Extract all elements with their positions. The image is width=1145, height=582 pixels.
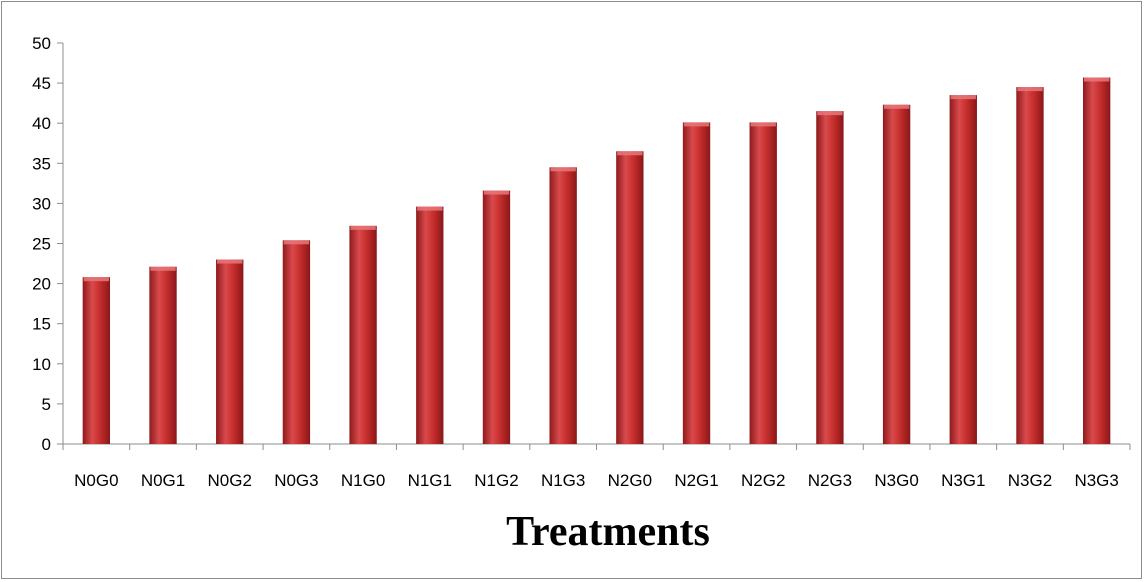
- x-tick-label: N2G2: [741, 471, 785, 490]
- bar-body: [682, 122, 711, 444]
- bar: [416, 206, 444, 444]
- bar-top-highlight: [683, 122, 710, 127]
- bar-top-highlight: [617, 151, 643, 156]
- y-tick-label: 50: [32, 34, 51, 53]
- bar-body: [1016, 87, 1044, 445]
- y-tick-label: 40: [32, 114, 51, 133]
- bar-top-highlight: [417, 206, 443, 211]
- bar-top-highlight: [217, 259, 243, 264]
- bar-top-highlight: [750, 122, 776, 127]
- bar-top-highlight: [483, 190, 510, 195]
- bar: [682, 122, 711, 444]
- x-tick-label: N3G2: [1008, 471, 1052, 490]
- bar: [616, 151, 644, 444]
- x-tick-label: N0G2: [208, 471, 252, 490]
- x-tick-label: N3G0: [874, 471, 918, 490]
- bar: [282, 240, 311, 444]
- x-axis: N0G0 N0G1 N0G2 N0G3 N1G0 N1G1 N1G2 N1G3 N2G0 N2G1…: [62, 443, 1131, 490]
- bar-body: [216, 259, 244, 444]
- bar-body: [416, 206, 444, 444]
- bar-top-highlight: [883, 104, 910, 109]
- bar: [949, 95, 977, 444]
- x-tick-label: N2G0: [608, 471, 652, 490]
- x-tick-label: N1G0: [341, 471, 385, 490]
- y-tick-label: 45: [32, 74, 51, 93]
- bar: [149, 266, 177, 444]
- bar-body: [1082, 77, 1111, 445]
- y-tick-label: 30: [32, 194, 51, 213]
- bar-top-highlight: [83, 277, 110, 282]
- bar: [482, 190, 511, 444]
- bar-body: [482, 190, 511, 444]
- y-tick-label: 15: [32, 315, 51, 334]
- bar-body: [882, 104, 911, 444]
- x-tick-label: N1G2: [474, 471, 518, 490]
- bar-body: [949, 95, 977, 444]
- bar-top-highlight: [283, 240, 310, 245]
- bar-body: [616, 151, 644, 444]
- bar: [816, 111, 844, 445]
- bar-body: [82, 277, 111, 444]
- bars: [82, 77, 1111, 445]
- bar-top-highlight: [817, 111, 843, 116]
- bar: [549, 167, 577, 444]
- bar-top-highlight: [1083, 77, 1110, 82]
- bar: [749, 122, 777, 444]
- bar-top-highlight: [950, 95, 976, 100]
- bar-body: [749, 122, 777, 444]
- bar-body: [549, 167, 577, 444]
- y-tick-label: 35: [32, 154, 51, 173]
- y-tick-label: 5: [42, 395, 51, 414]
- x-tick-label: N0G0: [74, 471, 118, 490]
- bar-body: [282, 240, 311, 444]
- x-tick-label: N0G1: [141, 471, 185, 490]
- x-tick-label: N1G3: [541, 471, 585, 490]
- bar-top-highlight: [1017, 87, 1043, 92]
- x-tick-label: N3G3: [1074, 471, 1118, 490]
- y-tick-label: 0: [42, 435, 51, 454]
- y-axis: 0 5 10 15 20 25 30 35 40 45 50: [32, 34, 64, 454]
- bar-top-highlight: [550, 167, 576, 172]
- x-tick-label: N1G1: [408, 471, 452, 490]
- bar: [882, 104, 911, 444]
- bar: [82, 277, 111, 444]
- x-axis-title: Treatments: [506, 509, 710, 555]
- bar-body: [149, 266, 177, 444]
- x-tick-label: N0G3: [274, 471, 318, 490]
- x-tick-label: N2G3: [808, 471, 852, 490]
- bar-body: [349, 225, 377, 444]
- bar: [1016, 87, 1044, 445]
- bar: [216, 259, 244, 444]
- bar-body: [816, 111, 844, 445]
- y-tick-label: 20: [32, 275, 51, 294]
- y-tick-label: 10: [32, 355, 51, 374]
- y-tick-label: 25: [32, 235, 51, 254]
- bar: [1082, 77, 1111, 445]
- bar-top-highlight: [150, 266, 176, 271]
- bar-top-highlight: [350, 225, 376, 230]
- x-tick-label: N3G1: [941, 471, 985, 490]
- x-tick-label: N2G1: [674, 471, 718, 490]
- bar: [349, 225, 377, 444]
